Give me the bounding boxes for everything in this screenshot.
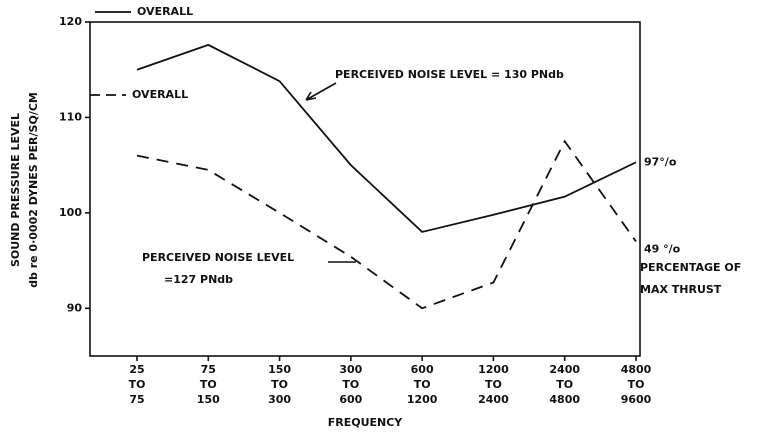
- x-tick-label: TO: [129, 378, 146, 391]
- x-tick-label: TO: [271, 378, 288, 391]
- y-tick-label: 120: [59, 15, 82, 28]
- x-tick-label: 150: [197, 393, 220, 406]
- x-tick-label: 4800: [549, 393, 580, 406]
- x-tick-label: 600: [339, 393, 362, 406]
- x-tick-label: 4800: [621, 363, 652, 376]
- x-tick-label: TO: [556, 378, 573, 391]
- annotation: =127 PNdb: [164, 273, 233, 286]
- end-label: 97°/o: [644, 155, 677, 168]
- x-tick-label: 1200: [407, 393, 438, 406]
- series-line: [136, 43, 637, 233]
- annotation: MAX THRUST: [640, 283, 722, 296]
- plot-frame: [89, 21, 641, 357]
- x-tick-label: 9600: [621, 393, 652, 406]
- x-tick-label: 25: [129, 363, 144, 376]
- y-axis-label: SOUND PRESSURE LEVEL: [9, 113, 22, 267]
- x-tick-label: 300: [339, 363, 362, 376]
- annotation: PERCEIVED NOISE LEVEL: [142, 251, 294, 264]
- x-tick-label: 1200: [478, 363, 509, 376]
- annotation: PERCEIVED NOISE LEVEL = 130 PNdb: [335, 68, 564, 81]
- x-tick-label: 75: [129, 393, 144, 406]
- x-tick-label: TO: [342, 378, 359, 391]
- y-axis-label: db re 0·0002 DYNES PER/SQ/CM: [27, 92, 40, 288]
- x-tick-label: 600: [411, 363, 434, 376]
- x-tick-label: 2400: [478, 393, 509, 406]
- series-line: [136, 139, 637, 310]
- annotation: PERCENTAGE OF: [640, 261, 741, 274]
- x-tick-label: TO: [485, 378, 502, 391]
- x-tick-label: TO: [628, 378, 645, 391]
- x-tick-label: 300: [268, 393, 291, 406]
- legend-label: OVERALL: [137, 5, 193, 18]
- annotation-arrow: [305, 82, 337, 101]
- x-axis-label: FREQUENCY: [328, 416, 404, 429]
- y-tick-label: 110: [59, 110, 82, 123]
- y-tick-label: 90: [67, 301, 83, 314]
- x-tick-label: TO: [414, 378, 431, 391]
- x-tick-label: 75: [201, 363, 216, 376]
- legend-label: OVERALL: [132, 88, 188, 101]
- x-tick-label: TO: [200, 378, 217, 391]
- x-tick-label: 150: [268, 363, 291, 376]
- x-tick-label: 2400: [549, 363, 580, 376]
- y-tick-label: 100: [59, 206, 82, 219]
- end-label: 49 °/o: [644, 242, 681, 255]
